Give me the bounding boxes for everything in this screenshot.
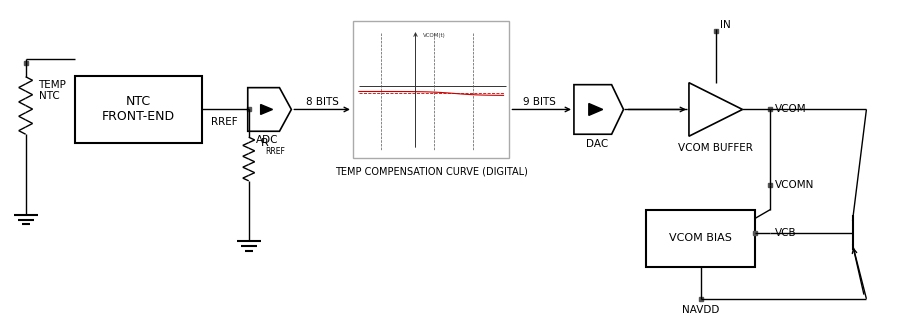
Bar bbox=[646, 210, 755, 267]
Text: VCOM BUFFER: VCOM BUFFER bbox=[679, 143, 753, 153]
Bar bbox=[769, 108, 772, 111]
Bar bbox=[353, 21, 509, 158]
Text: TEMP COMPENSATION CURVE (DIGITAL): TEMP COMPENSATION CURVE (DIGITAL) bbox=[335, 167, 527, 177]
Text: 9 BITS: 9 BITS bbox=[523, 96, 555, 107]
Text: NTC: NTC bbox=[39, 91, 59, 101]
Text: DAC: DAC bbox=[586, 139, 608, 149]
Bar bbox=[76, 76, 202, 143]
Polygon shape bbox=[589, 104, 603, 115]
Text: VCOM: VCOM bbox=[775, 104, 806, 114]
Text: VCOM BIAS: VCOM BIAS bbox=[670, 233, 733, 243]
Bar bbox=[23, 61, 28, 65]
Bar bbox=[753, 230, 758, 235]
Text: RREF: RREF bbox=[211, 117, 238, 127]
Text: NTC: NTC bbox=[126, 95, 151, 108]
Bar bbox=[699, 297, 703, 301]
Text: TEMP: TEMP bbox=[39, 80, 67, 90]
Text: VCOM(t): VCOM(t) bbox=[423, 33, 446, 37]
Bar bbox=[247, 108, 251, 111]
Text: VCOMN: VCOMN bbox=[775, 180, 814, 190]
Text: NAVDD: NAVDD bbox=[682, 305, 719, 315]
Text: VCB: VCB bbox=[775, 228, 796, 238]
Text: FRONT-END: FRONT-END bbox=[102, 110, 176, 123]
Text: IN: IN bbox=[720, 20, 731, 30]
Text: 8 BITS: 8 BITS bbox=[306, 96, 338, 107]
Bar bbox=[714, 29, 717, 33]
Text: ADC: ADC bbox=[256, 135, 279, 145]
Text: R: R bbox=[261, 138, 268, 148]
Bar bbox=[769, 183, 772, 187]
Text: RREF: RREF bbox=[266, 147, 285, 156]
Polygon shape bbox=[261, 105, 273, 114]
